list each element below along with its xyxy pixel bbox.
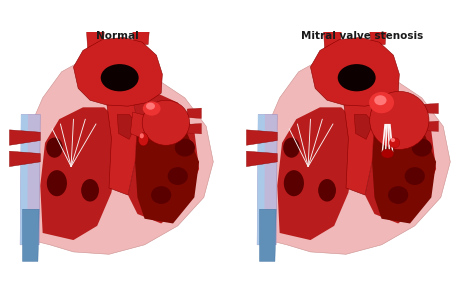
Polygon shape [187,108,201,119]
Polygon shape [424,103,438,114]
Polygon shape [128,88,199,224]
Ellipse shape [138,133,148,146]
Ellipse shape [390,138,400,148]
Polygon shape [73,38,162,106]
Ellipse shape [143,101,161,116]
Ellipse shape [382,149,393,158]
Ellipse shape [370,91,429,149]
Ellipse shape [158,120,178,138]
Ellipse shape [100,64,138,91]
Ellipse shape [283,138,300,158]
Polygon shape [372,110,436,224]
Text: Normal: Normal [96,31,139,41]
Polygon shape [355,114,374,139]
Ellipse shape [318,179,336,202]
Ellipse shape [284,170,304,196]
Ellipse shape [46,138,63,158]
Polygon shape [382,124,386,152]
Polygon shape [86,30,104,50]
Polygon shape [133,30,149,44]
Polygon shape [257,114,265,245]
Polygon shape [277,107,356,240]
Polygon shape [344,81,374,195]
Ellipse shape [139,133,144,138]
Polygon shape [324,30,341,50]
Ellipse shape [168,167,188,185]
Polygon shape [370,30,386,44]
Polygon shape [257,114,277,245]
Polygon shape [258,58,450,254]
Ellipse shape [81,179,99,202]
Polygon shape [310,38,400,106]
Ellipse shape [151,186,171,204]
Polygon shape [107,81,137,195]
Polygon shape [385,124,388,152]
Polygon shape [365,88,436,224]
Polygon shape [260,209,276,261]
Polygon shape [246,151,277,166]
Ellipse shape [412,139,432,157]
Polygon shape [135,110,199,224]
Polygon shape [246,130,277,145]
Ellipse shape [146,103,155,110]
Ellipse shape [338,64,375,91]
Polygon shape [187,124,201,134]
Ellipse shape [395,120,415,138]
Ellipse shape [47,170,67,196]
Ellipse shape [405,167,425,185]
Polygon shape [130,112,152,140]
Ellipse shape [374,95,387,105]
Polygon shape [20,114,28,245]
Ellipse shape [369,92,394,113]
Polygon shape [20,114,40,245]
Polygon shape [23,209,39,261]
Polygon shape [9,130,40,145]
Polygon shape [9,151,40,166]
Polygon shape [40,107,118,240]
Polygon shape [389,124,393,152]
Polygon shape [424,121,438,131]
Ellipse shape [388,186,408,204]
Polygon shape [118,114,137,139]
Ellipse shape [175,139,195,157]
Text: Mitral valve stenosis: Mitral valve stenosis [301,31,424,41]
Polygon shape [387,124,390,152]
Polygon shape [21,58,213,254]
Ellipse shape [142,100,190,145]
Ellipse shape [391,138,395,142]
